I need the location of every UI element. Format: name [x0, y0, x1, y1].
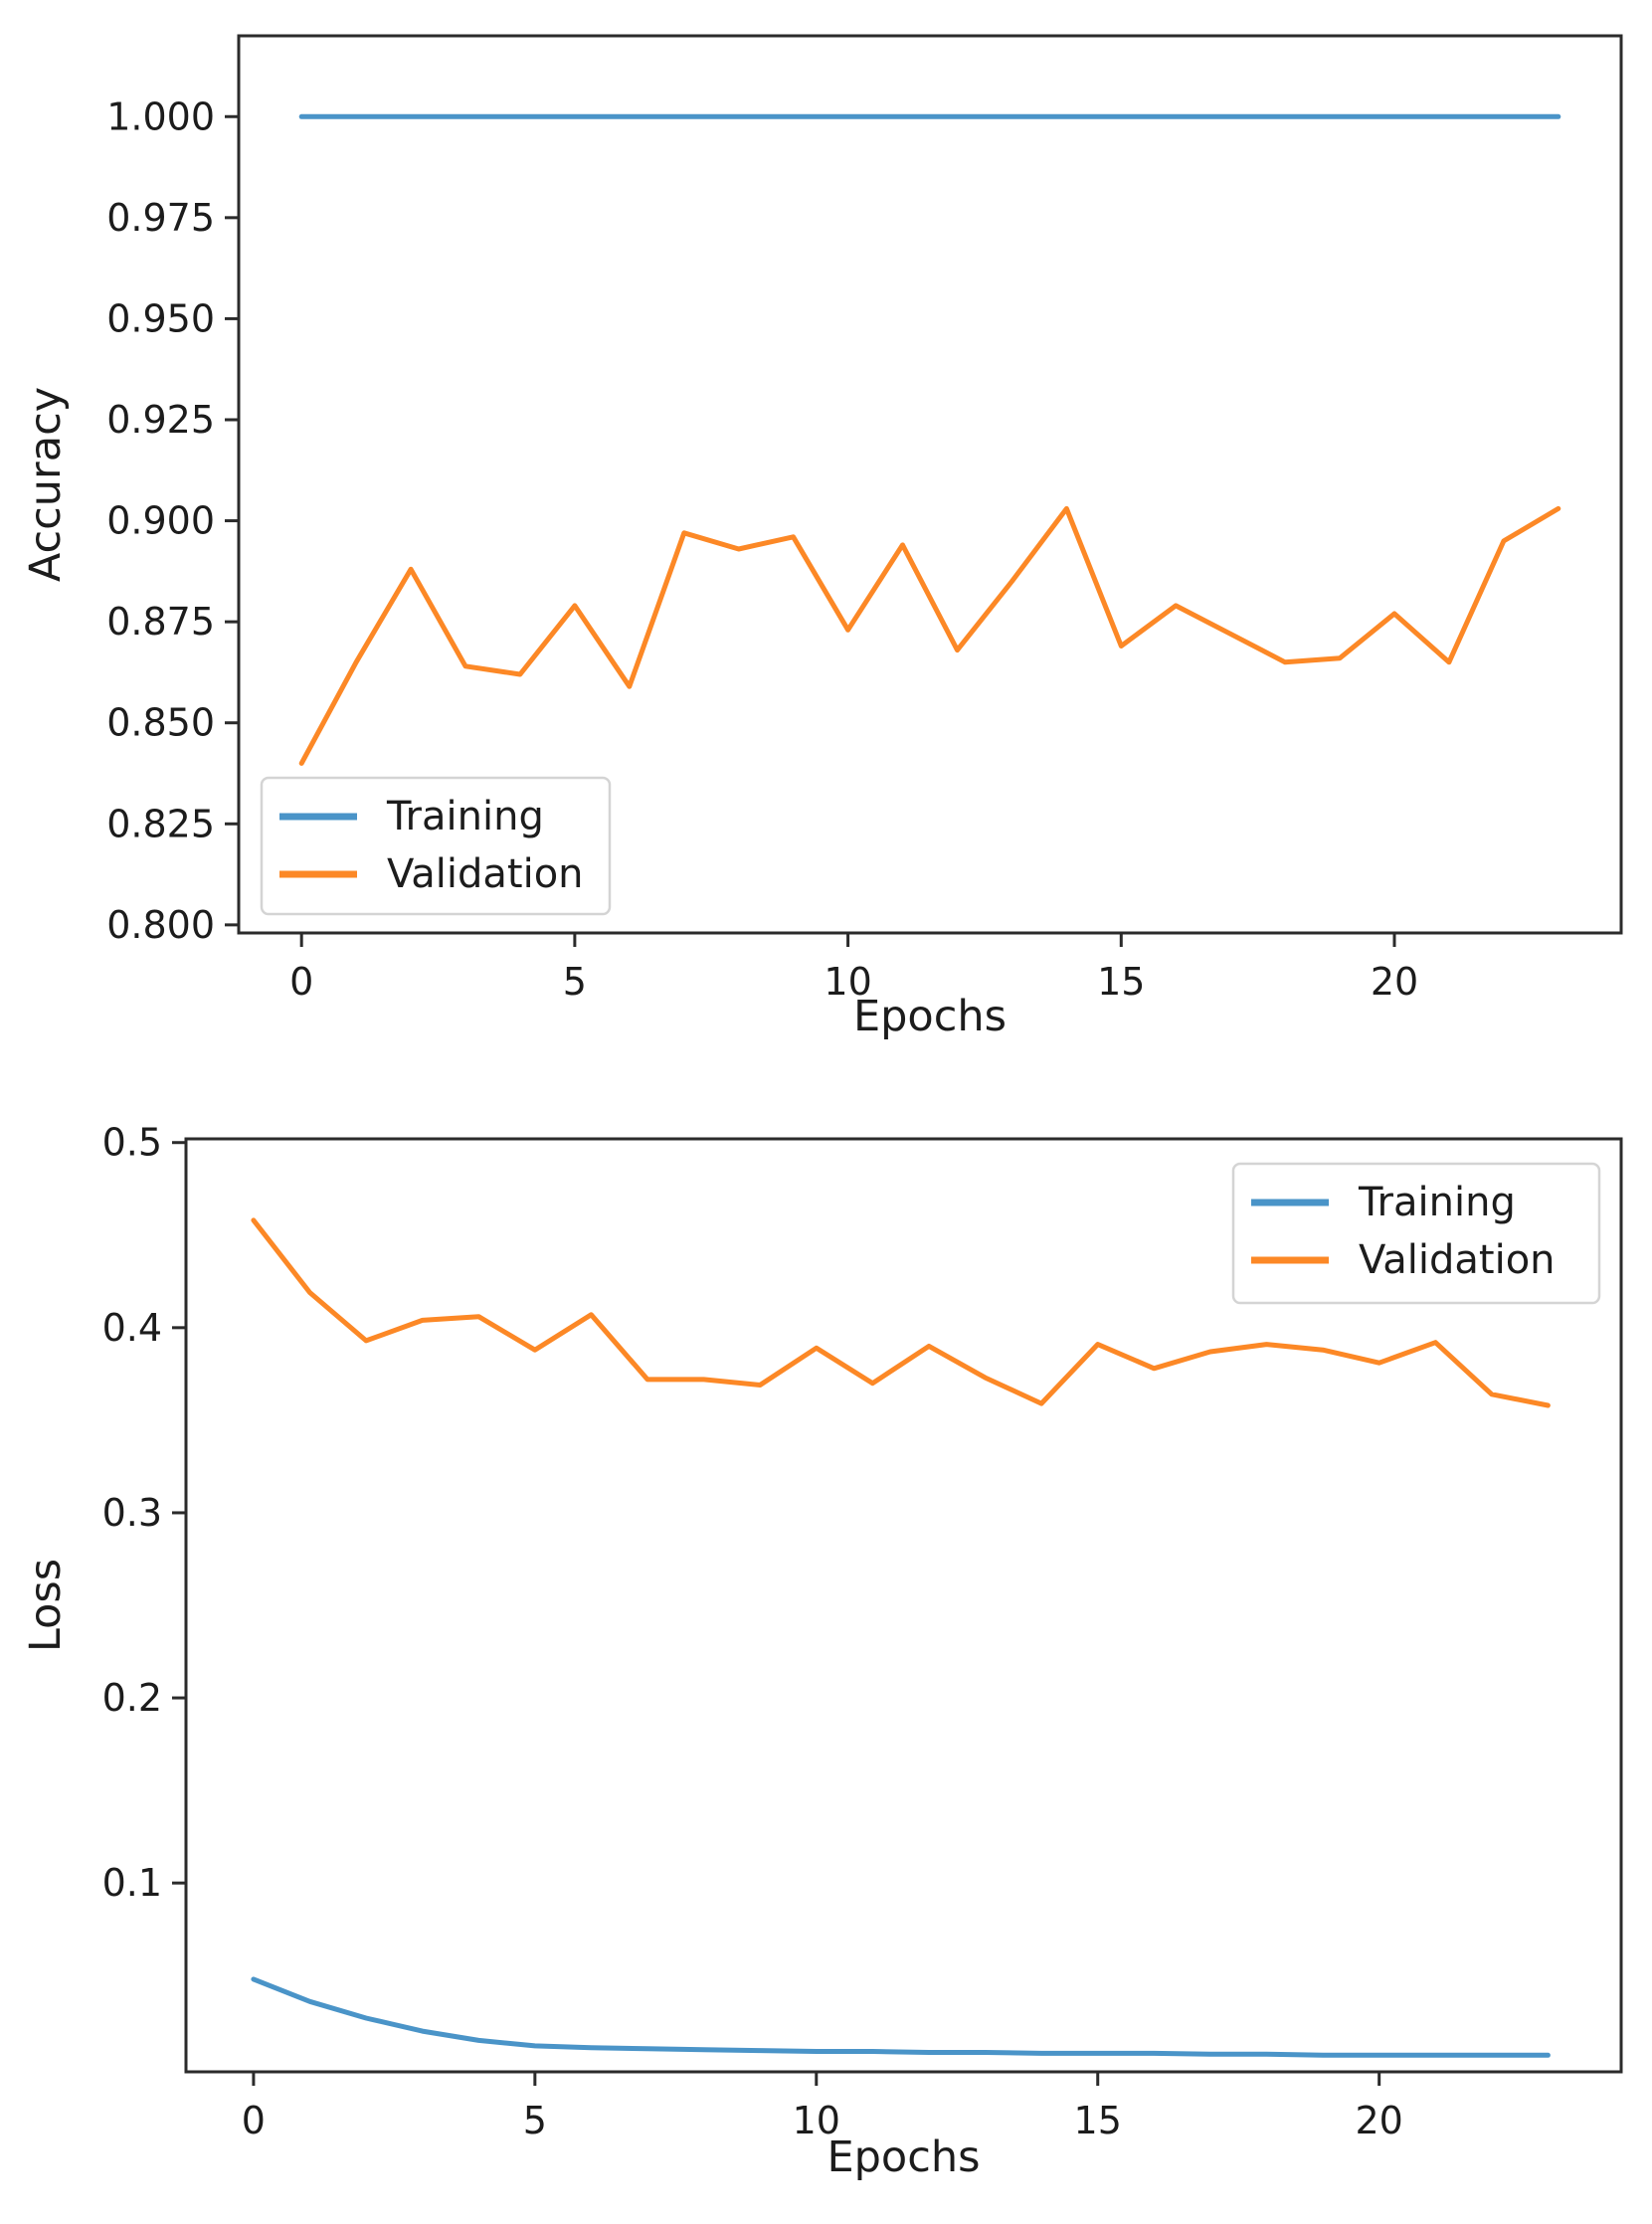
loss-x-tick-label: 15	[1074, 2099, 1122, 2142]
accuracy-y-tick-label: 0.850	[106, 701, 215, 745]
accuracy-y-tick-label: 0.925	[106, 398, 215, 442]
accuracy-chart-svg: 0.800 0.825 0.850 0.875 0.900 0.925 0.950 0.975…	[21, 34, 1623, 1041]
accuracy-x-tick-label: 20	[1371, 960, 1418, 1004]
accuracy-y-tick-label: 0.825	[106, 802, 215, 845]
loss-chart-figure: 0.1 0.2 0.3 0.4 0.5 0 5 10 15 20 Epochs Loss Trainin…	[0, 1084, 1652, 2224]
loss-plot-border	[184, 1137, 1623, 2074]
loss-y-tick-label: 0.2	[102, 1676, 162, 1720]
accuracy-y-axis-label: Accuracy	[21, 387, 71, 582]
loss-x-axis-label: Epochs	[826, 2132, 980, 2182]
loss-legend-label-training: Training	[1358, 1180, 1516, 1225]
accuracy-y-tick-label: 0.900	[106, 499, 215, 543]
loss-x-tick-label: 20	[1355, 2099, 1402, 2142]
loss-y-tick-label: 0.1	[102, 1861, 162, 1905]
loss-legend: Training Validation	[1231, 1162, 1601, 1305]
loss-x-tick-label: 0	[242, 2099, 266, 2142]
accuracy-legend: Training Validation	[260, 776, 612, 916]
accuracy-x-tick-label: 15	[1097, 960, 1145, 1004]
loss-y-tick-label: 0.4	[102, 1306, 162, 1350]
loss-y-tick-label: 0.3	[102, 1491, 162, 1535]
accuracy-chart-figure: 0.800 0.825 0.850 0.875 0.900 0.925 0.950 0.975…	[0, 0, 1652, 1054]
loss-legend-box	[1231, 1162, 1601, 1305]
loss-x-tick-label: 5	[523, 2099, 547, 2142]
loss-legend-label-validation: Validation	[1359, 1237, 1556, 1283]
loss-x-tick-label: 10	[793, 2099, 840, 2142]
accuracy-plot-border	[237, 34, 1623, 935]
loss-line-training	[251, 1976, 1551, 2058]
accuracy-y-tick-label: 1.000	[106, 94, 215, 138]
accuracy-legend-box	[260, 776, 612, 916]
loss-chart-svg: 0.1 0.2 0.3 0.4 0.5 0 5 10 15 20 Epochs Loss Trainin…	[21, 1121, 1623, 2182]
accuracy-x-tick-label: 10	[824, 960, 871, 1004]
loss-line-validation	[251, 1217, 1551, 1408]
accuracy-x-axis-label: Epochs	[853, 992, 1007, 1041]
accuracy-line-validation	[298, 505, 1561, 766]
loss-y-tick-label: 0.5	[102, 1121, 162, 1165]
accuracy-y-tick-label: 0.950	[106, 296, 215, 340]
accuracy-x-tick-label: 5	[563, 960, 587, 1004]
accuracy-y-tick-label: 0.875	[106, 600, 215, 644]
accuracy-legend-label-validation: Validation	[387, 851, 584, 897]
accuracy-x-tick-label: 0	[289, 960, 313, 1004]
loss-y-axis-label: Loss	[21, 1559, 71, 1652]
accuracy-y-tick-label: 0.975	[106, 196, 215, 240]
accuracy-legend-label-training: Training	[386, 794, 544, 839]
accuracy-y-tick-label: 0.800	[106, 903, 215, 947]
